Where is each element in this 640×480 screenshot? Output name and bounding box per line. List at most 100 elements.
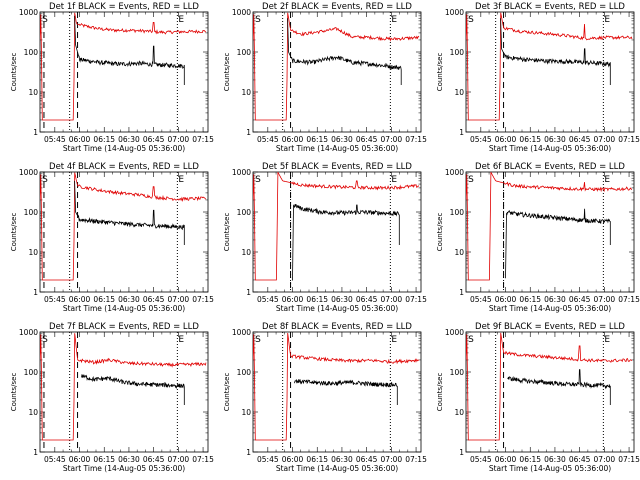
marker-s: S (255, 175, 261, 185)
y-tick-label: 1 (33, 288, 38, 297)
marker-e: E (391, 335, 397, 345)
marker-s: S (255, 15, 261, 25)
marker-e: E (391, 175, 397, 185)
x-tick-label: 06:45 (356, 135, 378, 144)
chart-panel-2: Det 2f BLACK = Events, RED = LLD 1 10 100 10… (223, 2, 427, 153)
chart-panel-9: Det 9f BLACK = Events, RED = LLD 1 10 100 10… (436, 322, 640, 473)
x-axis-label: Start Time (14-Aug-05 05:36:00) (489, 464, 611, 473)
x-tick-label: 06:30 (331, 295, 353, 304)
y-tick-label: 10 (28, 248, 38, 257)
y-tick-label: 1 (459, 288, 464, 297)
marker-s: S (42, 335, 48, 345)
panel-title: Det 2f BLACK = Events, RED = LLD (262, 2, 412, 12)
chart-panel-1: Det 1f BLACK = Events, RED = LLD 1 10 100 10… (10, 2, 214, 153)
y-tick-label: 100 (450, 208, 465, 217)
panel-title: Det 4f BLACK = Events, RED = LLD (49, 162, 199, 172)
series-events-line (81, 374, 185, 405)
series-lld-line (253, 332, 420, 441)
x-axis-label: Start Time (14-Aug-05 05:36:00) (276, 464, 398, 473)
x-tick-label: 06:45 (356, 455, 378, 464)
x-tick-label: 06:30 (544, 135, 566, 144)
y-tick-label: 10 (454, 88, 464, 97)
x-tick-label: 06:30 (118, 295, 140, 304)
y-tick-label: 1000 (445, 328, 464, 337)
x-tick-label: 07:00 (594, 135, 616, 144)
series-lld-line (466, 332, 633, 441)
x-tick-label: 06:15 (93, 295, 115, 304)
marker-e: E (178, 15, 184, 25)
x-tick-label: 07:00 (381, 455, 403, 464)
y-axis-label: Counts/sec (436, 53, 444, 92)
y-tick-label: 1000 (232, 8, 251, 17)
series-events-line (294, 378, 398, 405)
x-axis-label: Start Time (14-Aug-05 05:36:00) (489, 304, 611, 313)
series-events-line (292, 203, 400, 281)
y-axis-label: Counts/sec (223, 373, 231, 412)
x-axis-label: Start Time (14-Aug-05 05:36:00) (276, 304, 398, 313)
x-tick-label: 06:00 (69, 135, 91, 144)
x-tick-label: 06:00 (282, 135, 304, 144)
y-tick-label: 100 (24, 48, 39, 57)
chart-panel-5: Det 5f BLACK = Events, RED = LLD 1 10 100 10… (223, 162, 427, 313)
x-axis-label: Start Time (14-Aug-05 05:36:00) (489, 144, 611, 153)
marker-s: S (468, 175, 474, 185)
y-tick-label: 1 (33, 128, 38, 137)
plot-frame (252, 11, 422, 133)
y-tick-label: 10 (28, 88, 38, 97)
y-tick-label: 1000 (19, 8, 38, 17)
plot-frame (465, 331, 635, 453)
y-axis-label: Counts/sec (223, 213, 231, 252)
plot-frame (465, 11, 635, 133)
plot-frame (252, 331, 422, 453)
x-tick-label: 07:00 (168, 135, 190, 144)
x-tick-label: 06:45 (356, 295, 378, 304)
series-lld-line (253, 172, 420, 281)
series-events-line (74, 180, 185, 245)
y-tick-label: 1 (33, 448, 38, 457)
x-axis-label: Start Time (14-Aug-05 05:36:00) (63, 304, 185, 313)
y-tick-label: 1 (246, 128, 251, 137)
chart-panel-3: Det 3f BLACK = Events, RED = LLD 1 10 100 10… (436, 2, 640, 153)
x-tick-label: 06:45 (569, 455, 591, 464)
panel-title: Det 6f BLACK = Events, RED = LLD (475, 162, 625, 172)
series-events-line (287, 18, 402, 85)
marker-e: E (178, 335, 184, 345)
series-lld-line (40, 172, 206, 281)
marker-s: S (468, 15, 474, 25)
series-lld-line (466, 172, 633, 281)
plot-frame (465, 171, 635, 293)
x-tick-label: 06:45 (143, 295, 165, 304)
x-tick-label: 06:00 (282, 455, 304, 464)
y-tick-label: 100 (450, 368, 465, 377)
x-tick-label: 06:00 (69, 455, 91, 464)
y-tick-label: 10 (454, 408, 464, 417)
y-tick-label: 100 (450, 48, 465, 57)
x-tick-label: 06:15 (93, 455, 115, 464)
x-tick-label: 06:45 (143, 455, 165, 464)
y-tick-label: 100 (24, 208, 39, 217)
series-events-line (500, 18, 611, 85)
y-tick-label: 1 (246, 288, 251, 297)
chart-panel-8: Det 8f BLACK = Events, RED = LLD 1 10 100 10… (223, 322, 427, 473)
marker-e: E (604, 175, 610, 185)
x-tick-label: 07:15 (618, 135, 640, 144)
y-tick-label: 10 (241, 88, 251, 97)
marker-s: S (42, 175, 48, 185)
x-tick-label: 07:00 (168, 295, 190, 304)
plot-frame (39, 11, 209, 133)
marker-s: S (468, 335, 474, 345)
marker-s: S (42, 15, 48, 25)
x-tick-label: 07:15 (618, 455, 640, 464)
x-tick-label: 05:45 (44, 295, 66, 304)
panel-title: Det 9f BLACK = Events, RED = LLD (475, 322, 625, 332)
x-tick-label: 06:15 (306, 295, 328, 304)
x-tick-label: 05:45 (257, 295, 279, 304)
x-axis-label: Start Time (14-Aug-05 05:36:00) (63, 464, 185, 473)
x-tick-label: 05:45 (470, 455, 492, 464)
y-axis-label: Counts/sec (10, 373, 18, 412)
x-tick-label: 06:30 (331, 135, 353, 144)
y-tick-label: 1 (459, 128, 464, 137)
series-lld-line (40, 333, 207, 441)
y-tick-label: 1 (459, 448, 464, 457)
